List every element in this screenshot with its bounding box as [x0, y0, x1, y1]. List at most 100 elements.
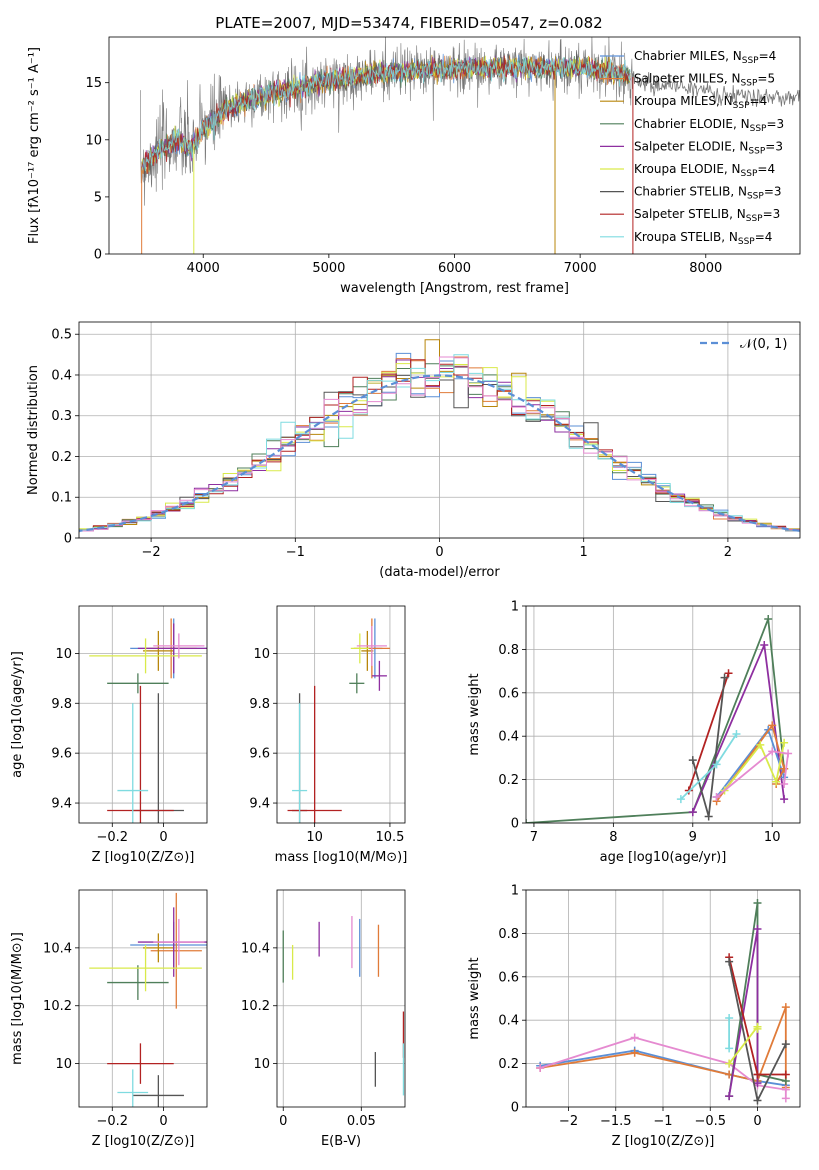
- weight-marker: [724, 669, 733, 678]
- x-tick-label: −0.5: [694, 1114, 726, 1129]
- weight-marker: [753, 899, 762, 908]
- x-tick-label: −0.2: [96, 830, 128, 845]
- x-axis-label: Z [log10(Z/Z⊙)]: [92, 1134, 195, 1149]
- mass_vs_Z-plot-area: [89, 892, 207, 1107]
- y-axis-label: mass weight: [467, 673, 482, 755]
- y-tick-label: 0.8: [498, 927, 519, 942]
- x-tick-label: −1: [653, 1114, 672, 1129]
- age_vs_mass-plot-area: [287, 618, 390, 823]
- mass_vs_EBV-frame: [276, 889, 406, 1108]
- weight-marker: [784, 749, 793, 758]
- legend-label: Salpeter STELIB, NSSP=3: [634, 207, 780, 224]
- weight_vs_age-panel: 7 8 9 10 0 0.2 0.4 0.6 0.8 1 age [log10(age/yr)] ma…: [467, 600, 801, 865]
- weight-marker: [781, 1003, 790, 1012]
- legend-label: Kroupa ELODIE, NSSP=4: [634, 162, 775, 179]
- weight-marker: [725, 1044, 734, 1053]
- weight-marker: [536, 1063, 545, 1072]
- y-tick-label: 0.2: [51, 450, 72, 465]
- normal-curve: [79, 374, 800, 533]
- y-tick-label: 10: [55, 647, 72, 662]
- age_vs_mass-grid: [277, 606, 405, 823]
- y-tick-label: 1: [511, 884, 519, 899]
- y-tick-label: 0.4: [498, 730, 519, 745]
- x-axis-label: E(B-V): [321, 1134, 361, 1149]
- weight-marker: [756, 740, 765, 749]
- x-tick-label: 2: [724, 545, 732, 560]
- age_vs_Z-panel: −0.2 0 9.4 9.6 9.8 10 Z [log10(Z/Z⊙)] age [log1…: [10, 605, 208, 865]
- y-tick-label: 0: [511, 1101, 519, 1116]
- legend: Chabrier MILES, NSSP=4 Salpeter MILES, NS…: [600, 49, 784, 247]
- mass_vs_EBV-grid: [277, 890, 405, 1107]
- weight-marker: [768, 721, 777, 730]
- figure-title: PLATE=2007, MJD=53474, FIBERID=0547, z=0…: [215, 14, 602, 32]
- weight-line: [715, 723, 786, 802]
- x-tick-label: 7: [530, 830, 538, 845]
- spectrum-panel: 4000 5000 6000 7000 8000 0 5 10 15 wavelength [An…: [27, 36, 801, 296]
- weight-marker: [688, 756, 697, 765]
- weight_vs_age-frame: [525, 605, 801, 824]
- x-tick-label: 4000: [187, 261, 220, 276]
- weight-marker: [725, 1059, 734, 1068]
- weight-marker: [772, 777, 781, 786]
- age_vs_Z-grid: [79, 606, 207, 823]
- mass_vs_EBV-plot-area: [282, 916, 405, 1096]
- x-tick-label: 0: [159, 1114, 167, 1129]
- x-tick-label: −0.2: [96, 1114, 128, 1129]
- weight_vs_age-plot-area: [526, 615, 793, 823]
- weight-marker: [781, 1094, 790, 1103]
- y-tick-label: 10.4: [43, 941, 72, 956]
- legend-label: Kroupa MILES, NSSP=4: [634, 94, 767, 111]
- y-tick-label: 0.3: [51, 409, 72, 424]
- y-tick-label: 0: [511, 817, 519, 832]
- y-tick-label: 10.2: [241, 999, 270, 1014]
- weight-marker: [780, 795, 789, 804]
- x-tick-label: 1: [580, 545, 588, 560]
- y-tick-label: 15: [85, 76, 102, 91]
- x-tick-label: −2: [142, 545, 161, 560]
- weight-marker: [704, 812, 713, 821]
- weight-marker: [725, 957, 734, 966]
- weight-marker: [712, 792, 721, 801]
- weight_vs_age-grid: [526, 605, 800, 824]
- y-axis-label: mass weight: [467, 957, 482, 1039]
- y-axis-label: mass [log10(M/M⊙)]: [10, 932, 25, 1065]
- x-tick-label: 0: [159, 830, 167, 845]
- mass_vs_Z-panel: −0.2 0 10 10.2 10.4 Z [log10(Z/Z⊙)] mass [log1…: [10, 889, 208, 1149]
- x-axis-label: wavelength [Angstrom, rest frame]: [340, 281, 569, 296]
- y-tick-label: 10: [253, 647, 270, 662]
- weight-marker: [780, 779, 789, 788]
- weight-line: [526, 618, 785, 823]
- weight_vs_Z-frame: [525, 889, 801, 1108]
- x-tick-label: 0: [435, 545, 443, 560]
- y-tick-label: 9.6: [51, 747, 72, 762]
- weight-marker: [781, 1085, 790, 1094]
- x-tick-label: −1: [286, 545, 305, 560]
- weight-marker: [768, 747, 777, 756]
- x-tick-label: −2: [559, 1114, 578, 1129]
- age_vs_Z-frame: [78, 605, 208, 824]
- x-tick-label: 7000: [564, 261, 597, 276]
- weight_vs_Z-panel: −2 −1.5 −1 −0.5 0 0 0.2 0.4 0.6 0.8 1 Z [log10(Z/Z⊙…: [467, 884, 801, 1149]
- weight-marker: [630, 1048, 639, 1057]
- y-tick-label: 5: [94, 190, 102, 205]
- residual_hist-frame: [78, 321, 801, 539]
- x-axis-label: (data-model)/error: [379, 565, 500, 580]
- model-fit-line: [141, 56, 631, 172]
- model-fit-line: [141, 50, 631, 178]
- y-tick-label: 10: [85, 133, 102, 148]
- x-tick-label: 5000: [312, 261, 345, 276]
- x-axis-label: Z [log10(Z/Z⊙)]: [612, 1134, 715, 1149]
- x-axis-label: mass [log10(M/M⊙)]: [275, 850, 408, 865]
- y-tick-label: 0.8: [498, 643, 519, 658]
- legend-label: Kroupa STELIB, NSSP=4: [634, 230, 772, 247]
- weight-marker: [753, 1096, 762, 1105]
- age_vs_mass-panel: 10 10.5 9.4 9.6 9.8 10 mass [log10(M/M⊙)]: [249, 605, 408, 865]
- weight-marker: [781, 1040, 790, 1049]
- legend-label: Salpeter MILES, NSSP=5: [634, 72, 775, 89]
- y-tick-label: 9.8: [51, 697, 72, 712]
- x-tick-label: 10.5: [375, 830, 404, 845]
- x-tick-label: 0.05: [347, 1114, 376, 1129]
- observed-spectrum-line: [632, 71, 800, 107]
- weight-marker: [753, 925, 762, 934]
